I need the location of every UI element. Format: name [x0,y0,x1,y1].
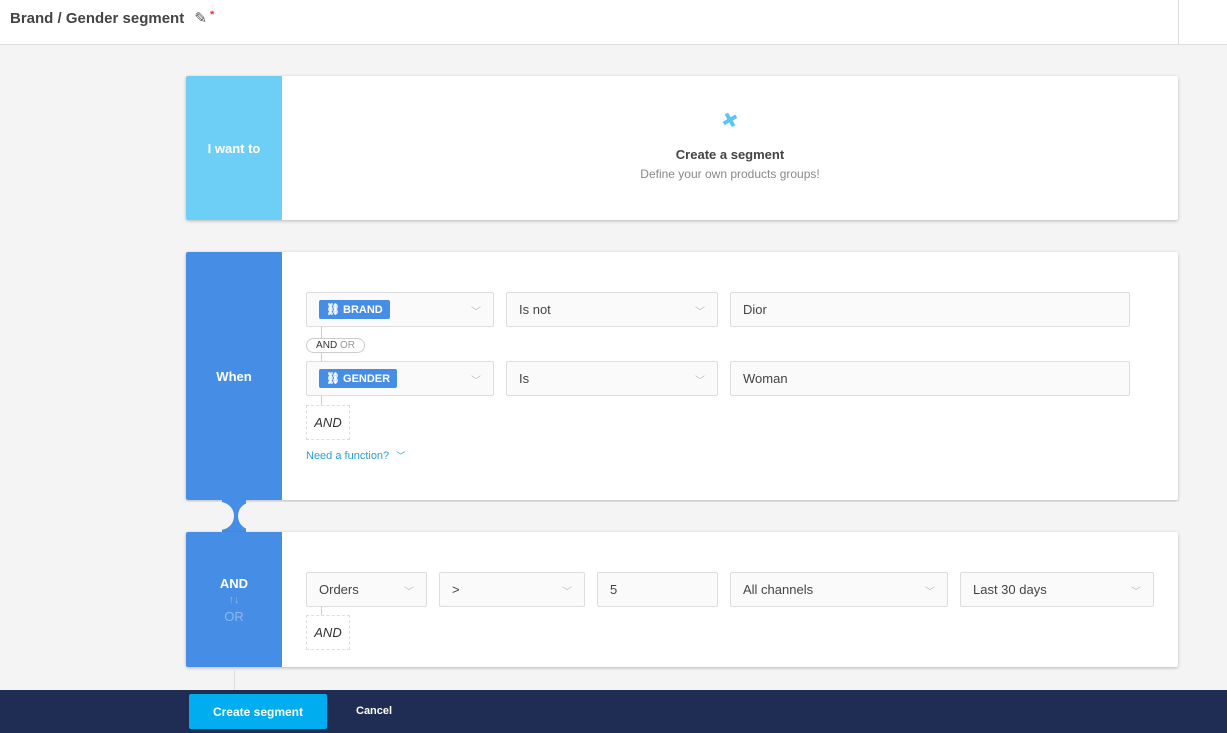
value-input[interactable]: Woman [730,361,1130,396]
field-tag: ⛓ GENDER [319,369,398,388]
chevron-down-icon: ﹀ [1131,587,1141,598]
footer-bar: Create segment Cancel [0,690,1227,733]
chevron-down-icon: ﹀ [471,376,481,387]
and-or-switch[interactable]: AND ↑↓ OR [186,532,282,667]
connector-line [234,667,235,690]
swap-arrows-icon[interactable]: ↑↓ [228,593,240,606]
intent-label: I want to [186,76,282,220]
puzzle-icon: ✚ [717,107,744,135]
chevron-down-icon: ﹀ [695,307,705,318]
chevron-down-icon: ﹀ [396,451,406,461]
field-tag: ⛓ BRAND [319,300,390,319]
intent-card[interactable]: I want to ✚ Create a segment Define your… [186,76,1178,220]
chevron-down-icon: ﹀ [471,307,481,318]
chevron-down-icon: ﹀ [404,587,414,598]
chevron-down-icon: ﹀ [925,587,935,598]
title-text: Brand / Gender segment [10,10,185,27]
when-label: When [186,252,282,500]
chevron-down-icon: ﹀ [562,587,572,598]
field-select-brand[interactable]: ⛓ BRAND ﹀ [306,292,494,327]
intent-title: Create a segment [675,147,785,162]
and-label[interactable]: AND [219,575,249,591]
connector-notch [238,502,1178,530]
or-option[interactable]: OR [339,340,355,351]
add-and-button[interactable]: AND [306,615,350,650]
value-input[interactable]: 5 [597,572,718,607]
chevron-down-icon: ﹀ [695,376,705,387]
header-divider [1178,0,1179,44]
metric-select[interactable]: Orders ﹀ [306,572,427,607]
and-or-toggle[interactable]: AND OR [306,338,365,353]
page-title: Brand / Gender segment ✎ * [10,9,214,27]
period-select[interactable]: Last 30 days ﹀ [960,572,1154,607]
and-option[interactable]: AND [316,340,338,351]
operator-select[interactable]: Is not ﹀ [506,292,718,327]
required-mark: * [209,9,215,21]
header: Brand / Gender segment ✎ * [0,0,1227,45]
connector-line [321,606,322,616]
comparison-select[interactable]: > ﹀ [439,572,585,607]
operator-select[interactable]: Is ﹀ [506,361,718,396]
channel-select[interactable]: All channels ﹀ [730,572,948,607]
or-label[interactable]: OR [224,608,244,624]
edit-pencil-icon[interactable]: ✎ [194,10,207,27]
create-segment-button[interactable]: Create segment [189,694,327,729]
cancel-button[interactable]: Cancel [356,705,393,717]
field-select-gender[interactable]: ⛓ GENDER ﹀ [306,361,494,396]
intent-subtitle: Define your own products groups! [640,167,820,181]
add-and-button[interactable]: AND [306,405,350,440]
connector-notch [186,502,234,530]
need-function-link[interactable]: Need a function? ﹀ [306,450,406,462]
value-input[interactable]: Dior [730,292,1130,327]
